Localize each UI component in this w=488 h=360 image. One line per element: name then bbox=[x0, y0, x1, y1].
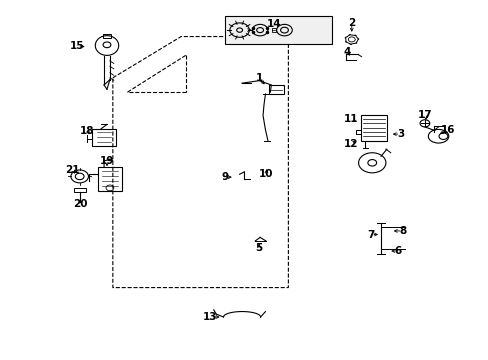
Text: 13: 13 bbox=[203, 312, 217, 322]
FancyBboxPatch shape bbox=[224, 16, 331, 44]
Text: 16: 16 bbox=[440, 125, 455, 135]
Text: 20: 20 bbox=[73, 199, 87, 210]
Text: 3: 3 bbox=[396, 129, 404, 139]
Text: 12: 12 bbox=[343, 139, 357, 149]
Text: 7: 7 bbox=[367, 230, 374, 239]
Text: 19: 19 bbox=[100, 156, 114, 166]
Text: 14: 14 bbox=[266, 19, 281, 29]
Text: 1: 1 bbox=[255, 73, 262, 83]
Text: 15: 15 bbox=[70, 41, 84, 50]
Text: 17: 17 bbox=[417, 111, 431, 121]
Text: 9: 9 bbox=[221, 172, 228, 182]
Text: 4: 4 bbox=[343, 46, 350, 57]
Text: 18: 18 bbox=[80, 126, 95, 135]
Text: 5: 5 bbox=[255, 243, 262, 253]
Text: 6: 6 bbox=[394, 246, 401, 256]
Text: 8: 8 bbox=[399, 226, 406, 236]
Text: 10: 10 bbox=[259, 168, 273, 179]
Text: 21: 21 bbox=[65, 165, 80, 175]
Text: 11: 11 bbox=[343, 114, 357, 124]
Text: 2: 2 bbox=[347, 18, 355, 28]
